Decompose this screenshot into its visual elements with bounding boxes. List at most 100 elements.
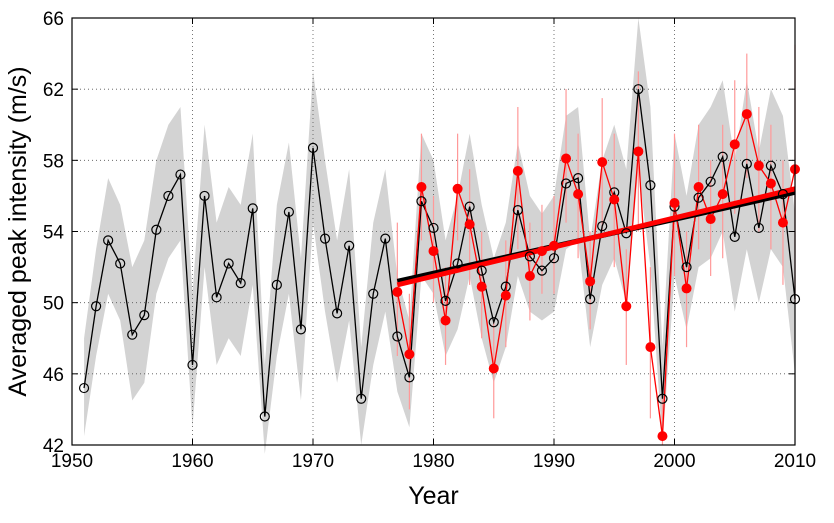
red-point [753, 160, 764, 171]
red-point [609, 194, 620, 205]
red-point [500, 290, 511, 301]
black-point [657, 393, 668, 404]
red-point [573, 189, 584, 200]
black-point [536, 265, 548, 276]
black-point [753, 222, 764, 234]
y-tick-label: 50 [43, 294, 64, 315]
black-point [259, 411, 270, 422]
black-point [452, 258, 463, 269]
x-tick-label: 1970 [292, 451, 334, 472]
x-tick-label: 1950 [51, 451, 93, 472]
y-tick-label: 66 [43, 9, 64, 30]
red-point [765, 178, 776, 189]
black-point [90, 301, 102, 312]
red-trend-line [396, 186, 796, 288]
red-point [404, 349, 415, 360]
black-point [597, 221, 608, 232]
black-point [319, 233, 331, 244]
black-point [115, 258, 126, 269]
black-point [271, 279, 282, 290]
black-point [356, 393, 367, 404]
red-point [428, 246, 439, 257]
grid [72, 18, 795, 445]
x-tick-label: 1960 [171, 451, 213, 472]
black-point [404, 372, 415, 383]
trend-lines [396, 186, 796, 288]
red-point [488, 363, 499, 374]
black-point [548, 253, 560, 264]
black-point [621, 228, 632, 239]
black-point [392, 331, 403, 342]
black-point [78, 382, 90, 394]
y-tick-label: 42 [43, 436, 64, 457]
black-point [717, 151, 728, 162]
black-point [295, 324, 307, 335]
red-point [464, 219, 475, 230]
red-point [416, 182, 427, 193]
red-point [549, 240, 559, 251]
black-point [332, 308, 343, 319]
red-point [645, 342, 656, 353]
black-point [416, 196, 427, 207]
red-point [729, 139, 740, 150]
black-point [464, 201, 475, 212]
black-point [151, 224, 162, 235]
black-point [163, 190, 174, 202]
x-tick-label: 1980 [412, 451, 454, 472]
y-tick-label: 54 [43, 223, 65, 244]
black-point [103, 235, 114, 246]
black-point [380, 233, 391, 244]
black-point [175, 169, 186, 180]
y-tick-label: 46 [43, 365, 64, 386]
black-point [705, 176, 716, 187]
x-tick-label: 1990 [533, 451, 575, 472]
red-point [512, 166, 523, 177]
red-point [392, 286, 403, 297]
black-point [585, 294, 596, 305]
red-point [741, 109, 752, 120]
red-point [705, 214, 716, 225]
black-point [560, 178, 572, 189]
black-point [283, 206, 294, 218]
black-point [247, 203, 258, 214]
black-point [777, 189, 789, 200]
y-axis-label: Averaged peak intensity (m/s) [4, 66, 32, 396]
black-point [765, 160, 777, 171]
black-point [633, 84, 644, 95]
black-point [235, 277, 246, 289]
uncertainty-band [84, 18, 796, 454]
black-point [512, 205, 523, 216]
black-point [127, 329, 138, 340]
red-point [681, 283, 692, 294]
black-point [729, 231, 740, 242]
black-point [488, 317, 499, 328]
tick-labels: 1950 1960 1970 1980 1990 2000 2010 42 46 50 54 58 62… [43, 9, 816, 472]
red-point [561, 153, 572, 164]
red-point [597, 157, 608, 168]
red-point [536, 246, 547, 257]
red-point [657, 431, 668, 442]
black-point [187, 359, 198, 371]
black-point [223, 258, 234, 269]
red-series-line [396, 111, 796, 437]
black-point [307, 142, 319, 153]
red-point [717, 189, 728, 200]
red-point [669, 198, 680, 209]
black-point [572, 173, 584, 184]
black-point [211, 292, 222, 303]
black-point [524, 251, 536, 262]
ticks [71, 17, 796, 446]
black-point [344, 240, 355, 251]
red-point [777, 217, 788, 228]
black-point [199, 190, 210, 202]
black-point [476, 265, 487, 276]
red-point [585, 276, 596, 287]
red-point [440, 315, 451, 326]
black-point [681, 261, 692, 273]
x-axis-label: Year [408, 482, 459, 510]
x-tick-label: 2010 [774, 451, 816, 472]
red-point [524, 270, 535, 281]
black-point [693, 192, 704, 203]
x-tick-label: 2000 [653, 451, 695, 472]
